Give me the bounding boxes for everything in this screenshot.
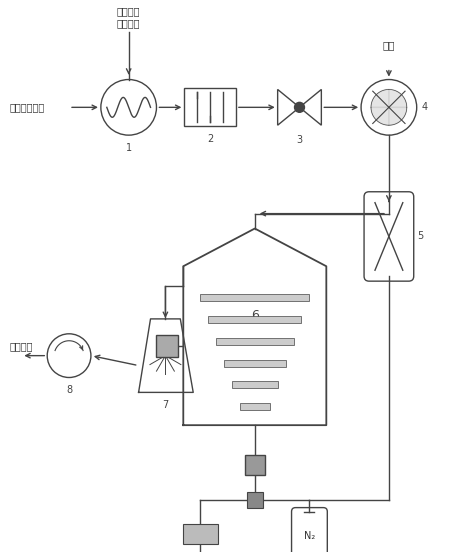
Bar bbox=[183, 524, 217, 544]
Text: N₂: N₂ bbox=[303, 531, 314, 541]
Text: 7: 7 bbox=[162, 400, 168, 410]
Polygon shape bbox=[388, 90, 406, 107]
Text: 大气环境: 大气环境 bbox=[9, 341, 33, 351]
Text: 4: 4 bbox=[421, 102, 427, 112]
Polygon shape bbox=[370, 107, 388, 125]
Bar bbox=[156, 335, 178, 357]
Bar bbox=[224, 359, 285, 367]
Text: 5: 5 bbox=[416, 232, 422, 242]
Bar bbox=[246, 492, 262, 508]
Text: 2: 2 bbox=[207, 134, 213, 144]
Text: 8: 8 bbox=[66, 385, 72, 395]
Bar bbox=[200, 294, 309, 301]
Bar bbox=[231, 382, 277, 388]
Circle shape bbox=[294, 102, 304, 112]
Text: 空气: 空气 bbox=[382, 40, 394, 50]
Bar bbox=[184, 88, 235, 126]
Polygon shape bbox=[370, 90, 388, 107]
Bar bbox=[216, 338, 293, 345]
Text: 3: 3 bbox=[296, 135, 302, 145]
Polygon shape bbox=[388, 107, 406, 125]
Text: 剩余热量
回收利用: 剩余热量 回收利用 bbox=[117, 6, 140, 28]
Bar bbox=[244, 455, 264, 475]
Bar bbox=[239, 403, 269, 410]
Text: 6: 6 bbox=[250, 310, 258, 322]
Bar bbox=[207, 316, 301, 323]
Text: 1: 1 bbox=[125, 143, 131, 153]
Text: 含苯系物废气: 含苯系物废气 bbox=[9, 102, 45, 112]
